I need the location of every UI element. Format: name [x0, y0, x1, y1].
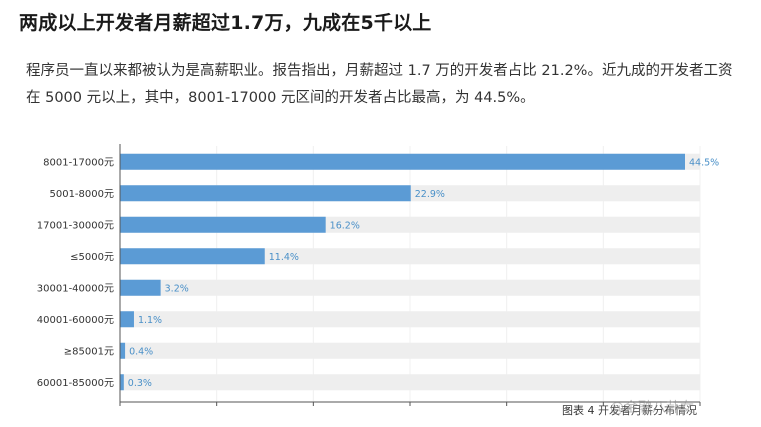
- caption-figure-number: 图表 4: [562, 404, 595, 417]
- bar: [120, 279, 161, 296]
- category-label: 40001-60000元: [37, 315, 114, 326]
- chart-caption: 图表 4 开发者月薪分布情况: [562, 402, 697, 418]
- watermark: @金融八卦女: [610, 400, 694, 416]
- category-label: 5001-8000元: [49, 189, 114, 200]
- bar-chart-svg: 8001-17000元 44.5% 5001-8000元 22.9% 17001-300…: [37, 144, 719, 406]
- bar: [120, 185, 411, 202]
- caption-title: 开发者月薪分布情况: [598, 404, 697, 417]
- value-label: 16.2%: [330, 220, 360, 231]
- salary-distribution-chart: 8001-17000元 44.5% 5001-8000元 22.9% 17001-300…: [20, 138, 741, 427]
- bar: [120, 153, 685, 170]
- category-label: 8001-17000元: [43, 157, 114, 168]
- value-label: 1.1%: [138, 315, 162, 326]
- value-label: 11.4%: [269, 252, 299, 263]
- bar-track: [120, 342, 700, 359]
- category-label: 17001-30000元: [37, 220, 114, 231]
- bar: [120, 248, 265, 265]
- bar: [120, 216, 326, 233]
- category-label: ≤5000元: [70, 252, 114, 263]
- category-label: 30001-40000元: [37, 283, 114, 294]
- category-label: 60001-85000元: [37, 378, 114, 389]
- category-label: ≥85001元: [64, 346, 114, 357]
- value-label: 0.4%: [129, 346, 153, 357]
- page-title: 两成以上开发者月薪超过1.7万，九成在5千以上: [19, 12, 432, 34]
- bar-track: [120, 279, 700, 296]
- article-paragraph: 程序员一直以来都被认为是高薪职业。报告指出，月薪超过 1.7 万的开发者占比 2…: [26, 63, 733, 106]
- value-label: 22.9%: [415, 189, 445, 200]
- value-label: 3.2%: [165, 283, 189, 294]
- bar: [120, 311, 134, 328]
- value-label: 0.3%: [128, 378, 152, 389]
- bar: [120, 374, 124, 391]
- bar-track: [120, 311, 700, 328]
- bar: [120, 342, 126, 359]
- bar-track: [120, 374, 700, 391]
- value-label: 44.5%: [689, 157, 719, 168]
- bar-track: [120, 248, 700, 265]
